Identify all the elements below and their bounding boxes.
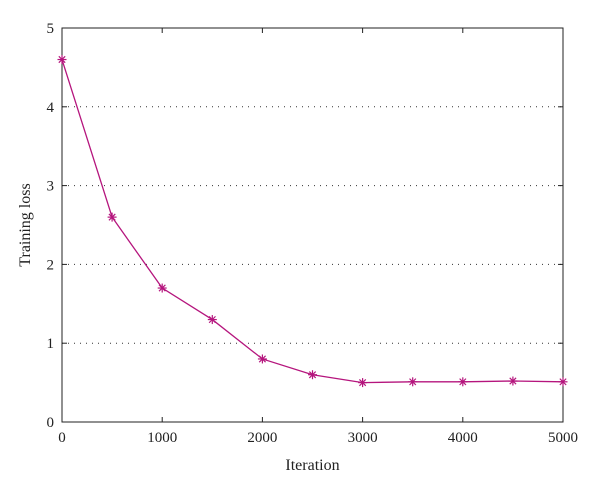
plot-frame <box>61 27 564 423</box>
axis-ticks <box>61 27 564 423</box>
x-tick-label-0: 0 <box>58 430 66 446</box>
data-point-3000 <box>358 378 368 388</box>
y-axis-title: Training loss <box>17 183 34 266</box>
data-point-3500 <box>408 377 418 387</box>
data-point-1500 <box>207 315 217 325</box>
grid-lines <box>62 106 563 344</box>
x-tick-label-2000: 2000 <box>247 430 277 446</box>
x-axis-title: Iteration <box>285 457 339 474</box>
x-tick-label-3000: 3000 <box>348 430 378 446</box>
series-line-0 <box>61 59 564 384</box>
y-tick-label-4: 4 <box>47 100 55 116</box>
y-tick-label-3: 3 <box>47 179 55 195</box>
series-layer <box>57 55 568 388</box>
data-point-500 <box>107 212 117 222</box>
tick-labels: 0 1 2 3 4 5 0 1000 2000 3000 4000 5000 <box>47 21 579 446</box>
data-point-0 <box>57 55 67 65</box>
y-tick-label-1: 1 <box>47 336 55 352</box>
x-tick-label-4000: 4000 <box>448 430 478 446</box>
data-point-2000 <box>257 354 267 364</box>
data-point-5000 <box>558 377 568 387</box>
y-tick-label-5: 5 <box>47 21 55 37</box>
data-point-4500 <box>508 376 518 386</box>
data-point-4000 <box>458 377 468 387</box>
y-tick-label-2: 2 <box>47 257 55 273</box>
x-tick-label-1000: 1000 <box>147 430 177 446</box>
x-tick-label-5000: 5000 <box>548 430 578 446</box>
data-point-1000 <box>157 283 167 293</box>
y-tick-label-0: 0 <box>47 415 55 431</box>
data-point-2500 <box>308 370 317 380</box>
